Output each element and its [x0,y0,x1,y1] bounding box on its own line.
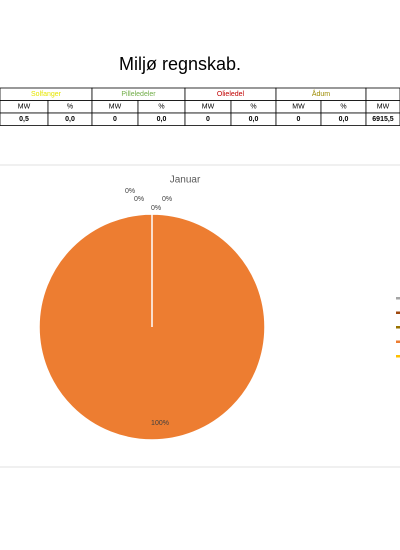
cell-value: 0,0 [157,116,167,123]
group-header: Solfanger [31,91,62,98]
subheader: % [340,104,346,111]
group-header-cell [365,87,400,101]
group-header: Pilleledeler [121,91,156,98]
data-label: 0% [134,196,144,203]
group-header: Olieledel [217,91,245,98]
subheader: MW [202,104,215,111]
subheader: % [158,104,164,111]
cell-value: 6915,5 [372,116,394,123]
cell-value: 0,5 [19,116,29,123]
subheader: % [250,104,256,111]
data-label: 0% [162,196,172,203]
cell [365,112,400,126]
cell-value: 0,0 [339,116,349,123]
cell-value: 0 [113,116,117,123]
legend-marker [396,355,400,358]
subheader: MW [18,104,31,111]
page-title: Miljø regnskab. [119,54,241,74]
data-label: 100% [151,420,169,427]
legend-marker [396,340,400,343]
data-label: 0% [151,205,161,212]
pie-slice [38,213,266,441]
cell-value: 0 [206,116,210,123]
cell-value: 0,0 [65,116,75,123]
legend-marker [396,326,400,329]
legend-marker [396,311,400,314]
subheader: MW [109,104,122,111]
cell-value: 0 [297,116,301,123]
subheader: % [67,104,73,111]
data-label: 0% [125,188,135,195]
cell-value: 0,0 [249,116,259,123]
chart-title: Januar [170,175,201,186]
group-header: Ådum [312,89,330,98]
subheader: MW [292,104,305,111]
subheader: MW [377,104,390,111]
legend-marker [396,297,400,300]
